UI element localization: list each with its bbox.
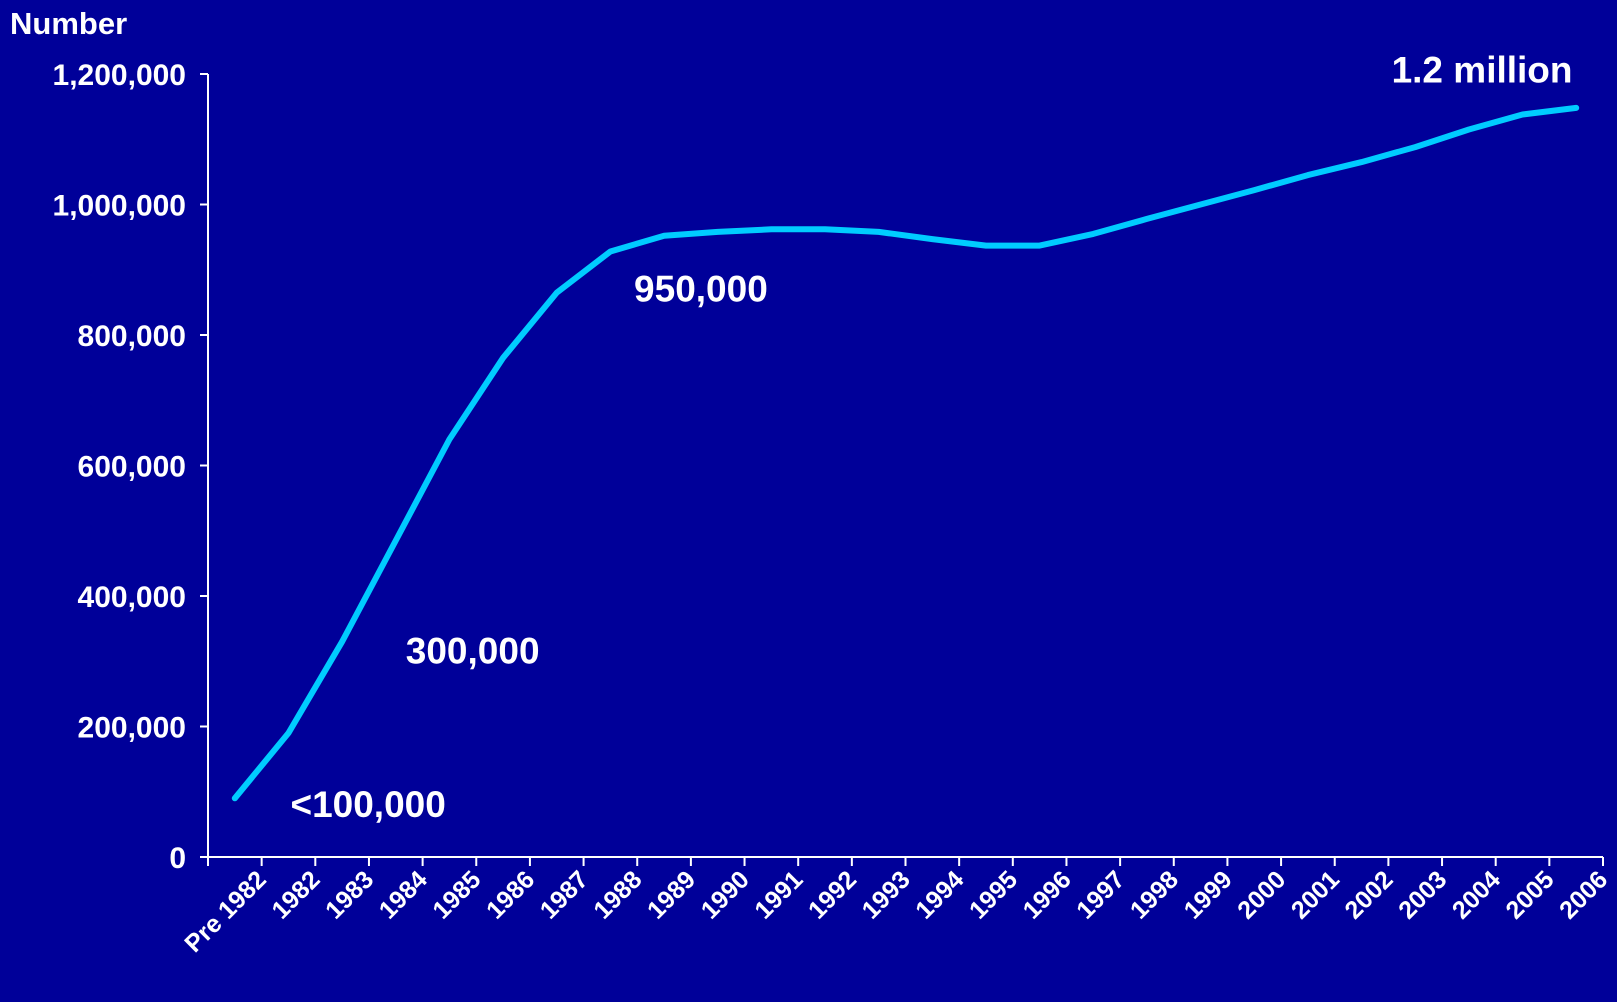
y-axis-title: Number	[10, 6, 127, 41]
data-annotation: 300,000	[406, 630, 540, 671]
x-tick-label: 1993	[857, 865, 916, 924]
x-tick-label: 2001	[1286, 865, 1345, 924]
y-tick-label: 800,000	[78, 320, 186, 353]
x-tick-label: 2004	[1447, 865, 1506, 924]
annotations: <100,000 300,000 950,000 1.2 million	[290, 50, 1572, 825]
x-tick-label: 2003	[1393, 865, 1452, 924]
x-tick-label: 1990	[696, 865, 755, 924]
x-tick-label: 1995	[964, 865, 1023, 924]
x-tick-label: 1984	[374, 865, 433, 924]
y-tick-label: 600,000	[78, 451, 186, 484]
x-tick-label: 1997	[1071, 865, 1130, 924]
y-tick-label: 0	[169, 842, 186, 875]
x-tick-label: 1983	[320, 865, 379, 924]
y-tick-label: 400,000	[78, 581, 186, 614]
x-tick-label: 1998	[1125, 865, 1184, 924]
x-tick-label: 1987	[535, 865, 594, 924]
x-axis: Pre 198219821983198419851986198719881989…	[179, 856, 1613, 958]
series-line-group	[231, 104, 1580, 802]
x-tick-label: 1999	[1179, 865, 1238, 924]
x-tick-label: 2000	[1232, 865, 1291, 924]
x-tick-label: 1982	[266, 865, 325, 924]
data-annotation: 950,000	[634, 268, 768, 309]
x-tick-label: 1986	[481, 865, 540, 924]
x-tick-label: 1994	[910, 865, 969, 924]
x-tick-label: 1989	[642, 865, 701, 924]
y-tick-label: 200,000	[78, 712, 186, 745]
y-tick-label: 1,000,000	[53, 190, 186, 223]
y-tick-label: 1,200,000	[53, 59, 186, 92]
x-tick-label: 2005	[1500, 865, 1559, 924]
data-annotation: 1.2 million	[1392, 50, 1573, 91]
x-tick-label: Pre 1982	[179, 865, 272, 958]
x-tick-label: 1996	[1018, 865, 1077, 924]
x-tick-label: 1992	[803, 865, 862, 924]
x-tick-label: 1991	[749, 865, 808, 924]
y-axis: 0 200,000 400,000 600,000 800,000 1,000,000 1,…	[53, 59, 209, 875]
x-tick-label: 1988	[588, 865, 647, 924]
x-tick-label: 2006	[1554, 865, 1613, 924]
data-annotation: <100,000	[290, 784, 445, 825]
series-line	[231, 104, 1580, 802]
x-tick-label: 2002	[1339, 865, 1398, 924]
x-tick-label: 1985	[427, 865, 486, 924]
